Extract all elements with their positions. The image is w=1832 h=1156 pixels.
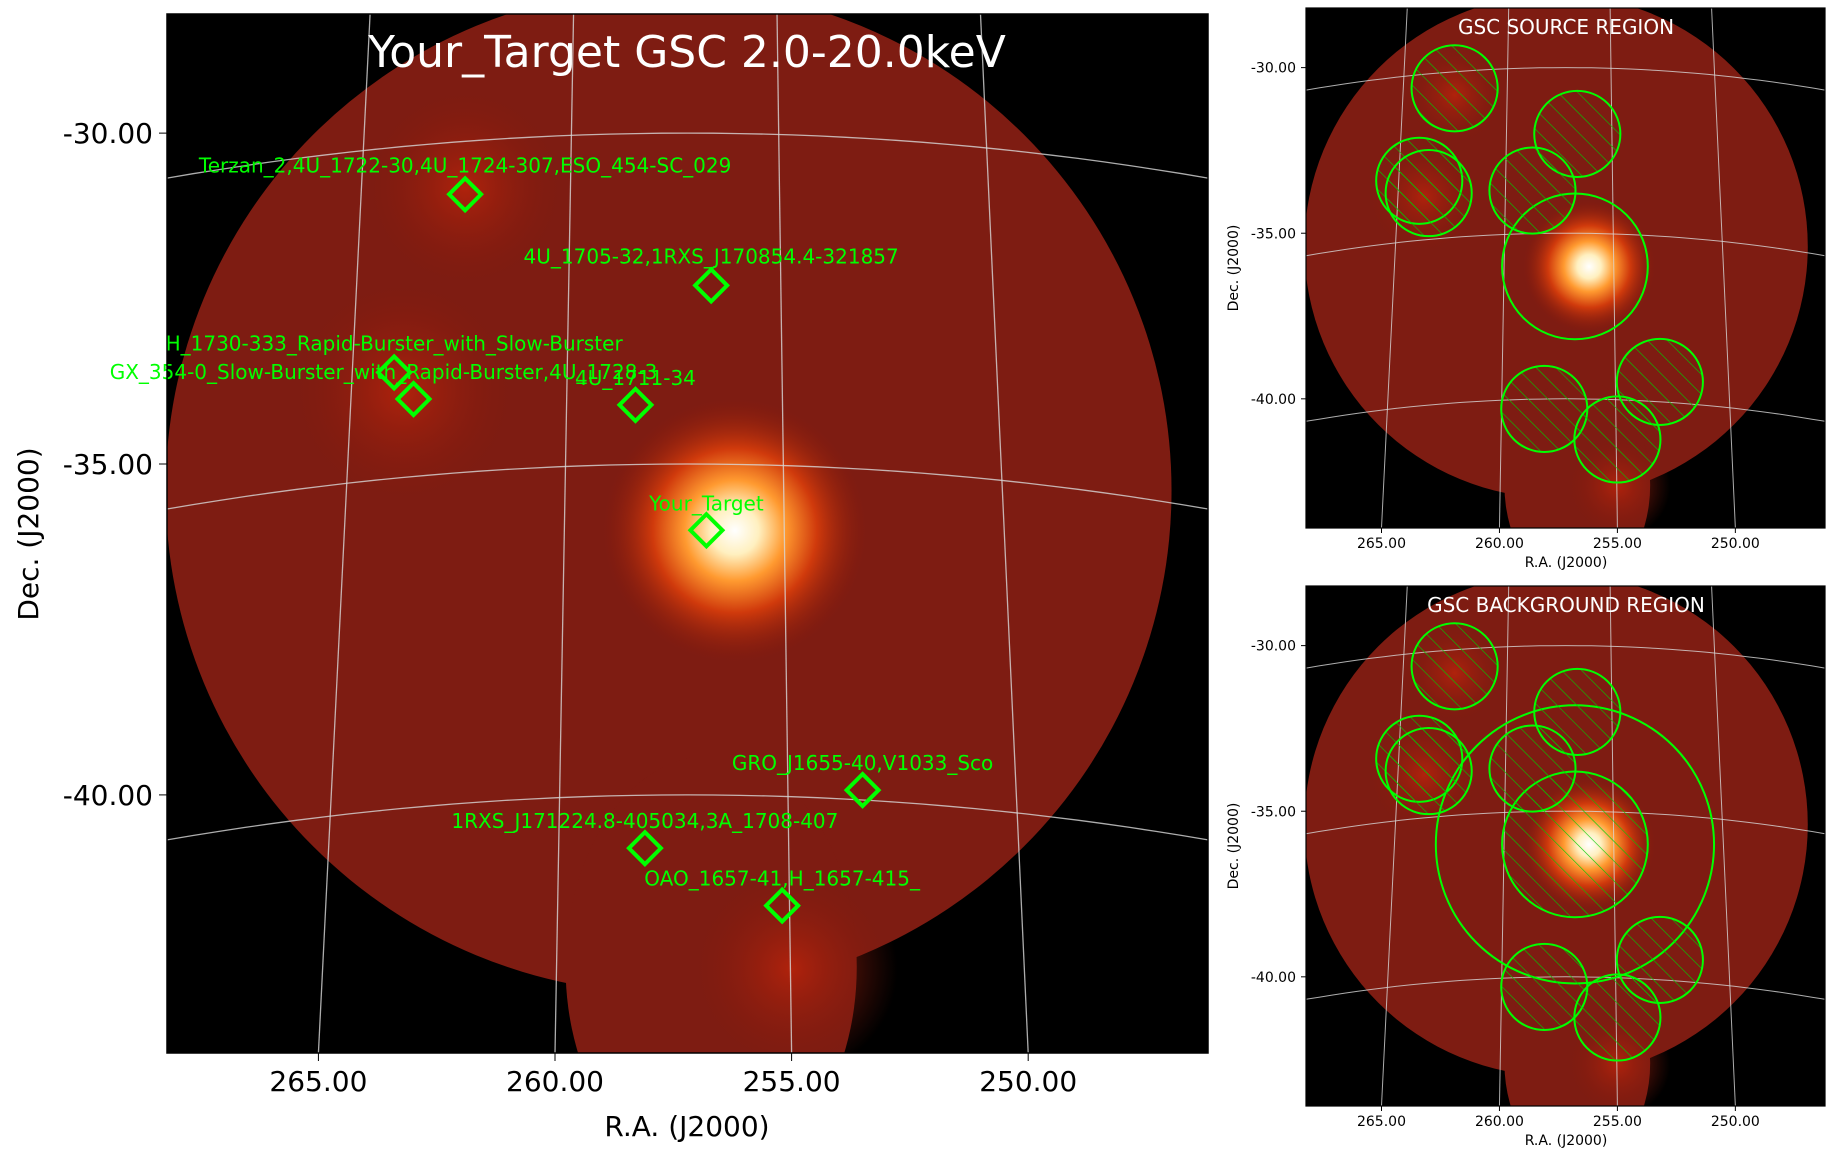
src-x-tick-label: 265.00 [1357,536,1406,552]
main-ra-line [979,13,1029,1054]
main-ra-line [776,13,793,1054]
src-exclusion-region [1573,395,1662,484]
main-axis-ticks: 265.00 260.00 255.00 250.00 -30.00 -35.00 -40.… [63,117,1077,1098]
bkg-x-tick-label: 265.00 [1357,1114,1406,1130]
source-label: Your_Target [648,491,764,515]
main-plot-frame [166,13,1209,1054]
background-x-axis-label: R.A. (J2000) [1525,1133,1608,1149]
main-source-markers: Terzan_2,4U_1722-30,4U_1724-307,ESO_454-… [110,153,993,925]
source-label: GRO_J1655-40,V1033_Sco [732,751,993,775]
main-y-tick-label: -35.00 [63,448,153,481]
source-marker [692,266,730,305]
main-panel: Terzan_2,4U_1722-30,4U_1724-307,ESO_454-… [12,13,1209,1143]
source-label: Terzan_2,4U_1722-30,4U_1724-307,ESO_454-… [198,153,731,177]
bkg-ra-line [1380,585,1408,1107]
main-x-tick-label: 260.00 [506,1065,604,1098]
main-ra-line [554,13,575,1054]
bkg-exclusion-region [1488,724,1577,813]
src-exclusion-region [1488,146,1577,235]
src-y-tick-label: -35.00 [1251,226,1296,242]
bkg-x-tick-label: 255.00 [1593,1114,1642,1130]
source-marker [687,511,726,550]
main-dec-line [166,794,1209,841]
source-label: OAO_1657-41,H_1657-415_ [644,867,921,891]
main-x-axis-label: R.A. (J2000) [604,1110,769,1143]
bkg-x-tick-label: 250.00 [1711,1114,1760,1130]
src-ra-line [1711,7,1736,529]
bkg-exclusion-region [1573,973,1662,1062]
background-regions [1375,622,1716,1062]
main-x-tick-label: 265.00 [269,1065,367,1098]
main-sky-image [167,14,1172,1053]
main-x-tick-label: 255.00 [743,1065,841,1098]
source-x-axis-label: R.A. (J2000) [1525,555,1608,571]
main-y-tick-label: -40.00 [63,779,153,812]
source-marker [394,380,433,418]
main-bright-source [602,398,868,663]
main-faint-source-2 [685,862,898,1053]
source-axis-ticks: 265.00 260.00 255.00 250.00 -30.00 -35.00 -40.… [1251,61,1760,552]
background-y-axis-label: Dec. (J2000) [1226,803,1242,890]
main-dec-line [166,132,1209,179]
source-label: 1RXS_J171224.8-405034,3A_1708-407 [451,809,838,833]
src-ra-line [1498,7,1510,529]
bkg-ra-line [1711,585,1736,1107]
src-x-tick-label: 260.00 [1475,536,1524,552]
source-panel-title: GSC SOURCE REGION [1458,15,1674,39]
main-y-axis-label: Dec. (J2000) [12,447,45,620]
source-marker [843,771,882,809]
source-marker [626,829,664,867]
source-region-panel: 265.00 260.00 255.00 250.00 -30.00 -35.00 -40.… [1226,7,1826,571]
main-dec-line [166,463,1209,510]
src-exclusion-region [1410,44,1499,133]
background-region-panel: 265.00 260.00 255.00 250.00 -30.00 -35.00 -40.… [1226,585,1826,1149]
source-plot-frame [1305,7,1826,529]
source-y-axis-label: Dec. (J2000) [1226,225,1242,312]
source-label: H_1730-333_Rapid-Burster_with_Slow-Burst… [166,331,624,355]
src-x-tick-label: 255.00 [1593,536,1642,552]
source-regions [1375,44,1704,484]
bkg-exclusion-region [1410,622,1499,711]
bkg-exclusion-region [1384,727,1473,816]
bkg-y-tick-label: -35.00 [1251,804,1296,820]
source-label: 4U_1711-34 [575,366,696,390]
main-x-tick-label: 250.00 [979,1065,1077,1098]
src-dec-line [1305,67,1826,91]
background-plot-frame [1305,585,1826,1107]
background-axis-ticks: 265.00 260.00 255.00 250.00 -30.00 -35.00 -40.… [1251,639,1760,1130]
main-faint-source-0 [359,81,571,294]
source-marker [446,175,484,214]
bkg-y-tick-label: -40.00 [1251,970,1296,986]
source-marker [375,353,413,392]
main-coordinate-grid [166,13,1209,1054]
src-y-tick-label: -40.00 [1251,392,1296,408]
main-title: Your_Target GSC 2.0-20.0keV [367,27,1006,78]
background-panel-title: GSC BACKGROUND REGION [1427,593,1705,617]
src-x-tick-label: 250.00 [1711,536,1760,552]
bkg-dec-line [1305,645,1826,669]
src-ra-line [1380,7,1408,529]
source-label: 4U_1705-32,1RXS_J170854.4-321857 [524,244,899,268]
bkg-x-tick-label: 260.00 [1475,1114,1524,1130]
source-marker [763,886,801,925]
src-dec-line [1305,232,1826,257]
src-y-tick-label: -30.00 [1251,61,1296,77]
main-y-tick-label: -30.00 [63,117,153,150]
source-marker [616,386,655,424]
src-exclusion-region [1384,149,1473,238]
bkg-y-tick-label: -30.00 [1251,639,1296,655]
source-label: GX_354-0_Slow-Burster_with_Rapid-Burster… [110,360,658,384]
main-ra-line [317,13,371,1054]
